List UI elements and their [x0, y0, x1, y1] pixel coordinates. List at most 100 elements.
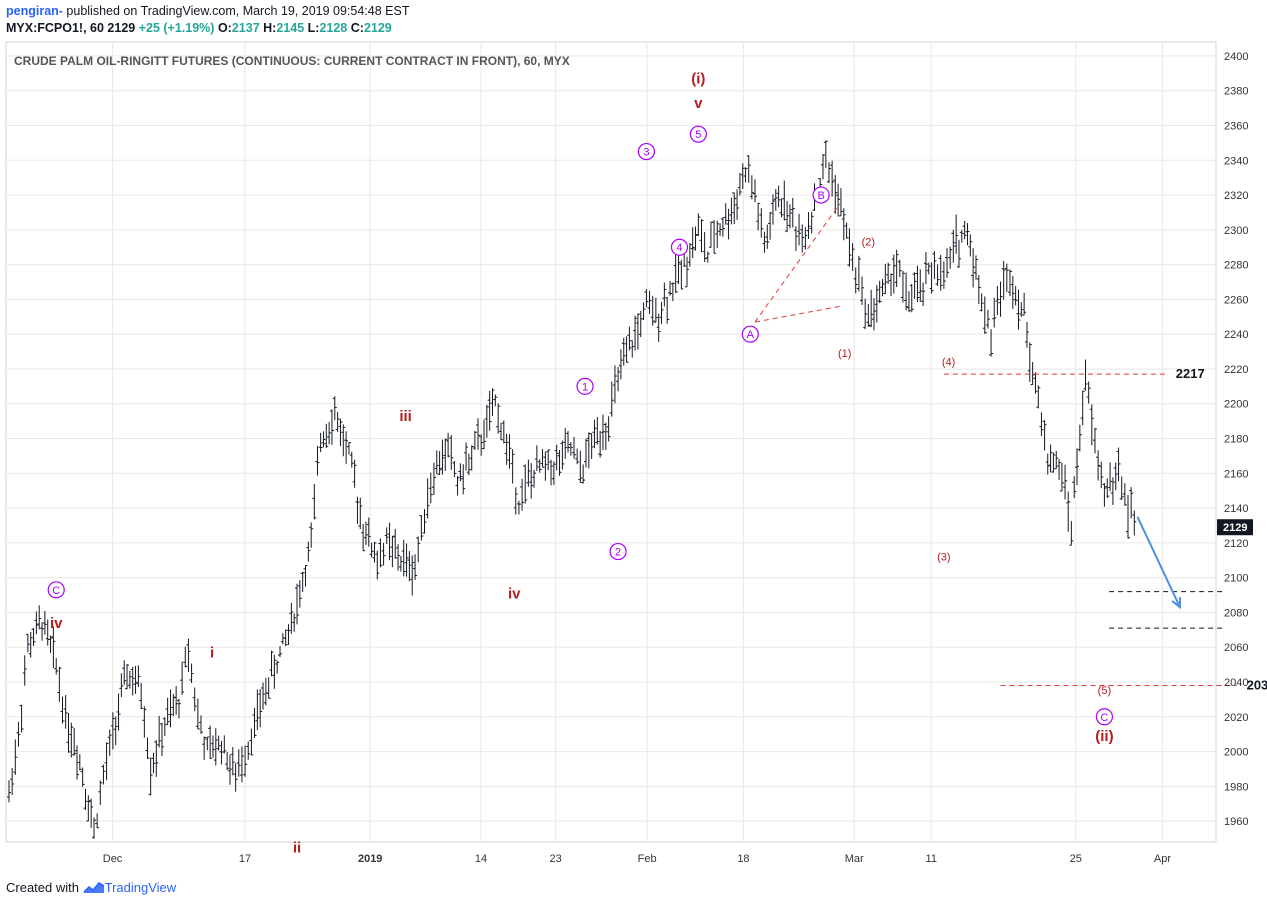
time-tick-label: 23: [549, 853, 561, 865]
wave-label: iv: [50, 615, 63, 632]
wave-label: (5): [1098, 685, 1111, 697]
wave-circle-label: 2: [615, 547, 621, 559]
wave-label: ii: [293, 839, 301, 856]
price-tick-label: 2340: [1224, 155, 1248, 167]
price-tick-label: 2320: [1224, 190, 1248, 202]
ohlc-h: 2145: [276, 21, 305, 35]
wave-circle-marker: [741, 325, 759, 343]
time-tick-label: Apr: [1154, 853, 1171, 865]
last-price: 2129: [107, 21, 136, 35]
price-tick-label: 2200: [1224, 399, 1248, 411]
price-tick-label: 2040: [1224, 677, 1248, 689]
price-tick-label: 2240: [1224, 329, 1248, 341]
wave-label: (3): [937, 551, 950, 563]
symbol-info: MYX:FCPO1!, 60 2129 +25 (+1.19%) O:2137 …: [6, 21, 392, 35]
price-tick-label: 2180: [1224, 434, 1248, 446]
grid: [6, 42, 1216, 842]
time-tick-label: 2019: [358, 853, 382, 865]
wave-label: (4): [942, 356, 955, 368]
time-tick-label: Mar: [845, 853, 864, 865]
wave-circle-marker: [812, 186, 830, 204]
level-label: 2038: [1247, 677, 1267, 692]
price-tick-label: 2260: [1224, 294, 1248, 306]
price-tick-label: 2360: [1224, 120, 1248, 132]
wave-circle-marker: [609, 542, 627, 561]
projection-arrow: [1136, 516, 1181, 608]
ohlc-c-label: C:: [350, 21, 364, 35]
wave-circle-label: C: [1100, 712, 1108, 724]
price-tick-label: 1960: [1224, 816, 1248, 828]
wave-label: iii: [399, 408, 412, 425]
wave-circle-marker: [576, 377, 594, 395]
plot-frame: [5, 41, 1217, 843]
time-tick-label: Dec: [103, 853, 123, 865]
wave-circle-label: 5: [695, 129, 701, 141]
wave-label: (1): [838, 348, 851, 360]
wave-circle-label: A: [747, 329, 755, 341]
price-tick-label: 2000: [1224, 747, 1248, 759]
price-tick-label: 2140: [1224, 503, 1248, 515]
price-tick-label: 2020: [1224, 712, 1248, 724]
price-tick-label: 1980: [1224, 781, 1248, 793]
wave-label: (i): [691, 71, 705, 88]
level-label: 2217: [1176, 366, 1205, 381]
price-tick-label: 2300: [1224, 225, 1248, 237]
time-tick-label: 25: [1070, 853, 1082, 865]
ohlc-l: 2128: [319, 21, 348, 35]
last-price-marker: [1217, 519, 1253, 536]
ohlc-o-label: O:: [217, 21, 232, 35]
time-tick-label: 17: [239, 853, 251, 865]
wave-label: v: [694, 95, 703, 112]
last-price-tick: 2129: [1223, 522, 1247, 534]
wave-circle-marker: [670, 238, 689, 256]
wave-circle-label: B: [817, 190, 824, 202]
ohlc-c: 2129: [363, 21, 392, 35]
price-tick-label: 2160: [1224, 468, 1248, 480]
price-tick-label: 2280: [1224, 260, 1248, 272]
wave-circle-label: 4: [676, 242, 682, 254]
price-tick-label: 2220: [1224, 364, 1248, 376]
price-axis[interactable]: 1960 1980 2000 2020 2040 2060 2080 2100 2120 2140…: [1217, 51, 1253, 828]
price-tick-label: 2060: [1224, 642, 1248, 654]
price-tick-label: 2100: [1224, 573, 1248, 585]
wave-label: iv: [508, 586, 521, 603]
price-bars: [7, 140, 1137, 839]
symbol-label: MYX:FCPO1!, 60: [6, 21, 104, 35]
price-tick-label: 2080: [1224, 607, 1248, 619]
triangle-lower-line: [754, 305, 841, 323]
tradingview-logo-icon: [83, 882, 104, 893]
time-tick-label: 11: [926, 853, 937, 865]
time-tick-label: 18: [737, 853, 749, 865]
ohlc-l-label: L:: [307, 21, 320, 35]
wave-circle-marker: [47, 581, 65, 599]
wave-circle-marker: [637, 142, 656, 161]
triangle-upper-line: [754, 203, 841, 323]
footer: Created with TradingView: [6, 880, 176, 895]
publish-text: published on TradingView.com, March 19, …: [62, 4, 410, 18]
projection-arrow-head: [1171, 597, 1182, 610]
price-change: +25 (+1.19%): [138, 21, 215, 35]
wave-label: (ii): [1095, 728, 1113, 745]
ohlc-h-label: H:: [263, 21, 277, 35]
ohlc-o: 2137: [231, 21, 260, 35]
time-tick-label: 14: [475, 853, 487, 865]
price-tick-label: 2400: [1224, 51, 1248, 63]
levels: 2217 2038: [754, 203, 1267, 692]
wave-circle-label: 1: [582, 381, 588, 393]
chart-title: CRUDE PALM OIL-RINGITT FUTURES (CONTINUO…: [14, 54, 570, 68]
wave-label: i: [210, 645, 214, 662]
wave-label: (2): [862, 236, 875, 248]
wave-circle-marker: [689, 125, 707, 143]
wave-circle-label: C: [52, 585, 60, 597]
publish-info: pengiran- published on TradingView.com, …: [6, 4, 409, 18]
annotations: iviiiiiiiv(i)v(2)(1)(4)(3)(5)(ii)C12345A…: [47, 71, 1182, 856]
wave-circle-marker: [1095, 708, 1114, 726]
created-with-label: Created with: [6, 880, 79, 895]
author-link[interactable]: pengiran-: [6, 4, 63, 18]
time-axis[interactable]: Dec 17 2019 14 23 Feb 18 Mar 11 25 Apr: [103, 853, 1172, 865]
tradingview-brand[interactable]: TradingView: [104, 880, 177, 895]
price-tick-label: 2380: [1224, 86, 1248, 98]
time-tick-label: Feb: [638, 853, 657, 865]
wave-circle-label: 3: [643, 147, 649, 159]
